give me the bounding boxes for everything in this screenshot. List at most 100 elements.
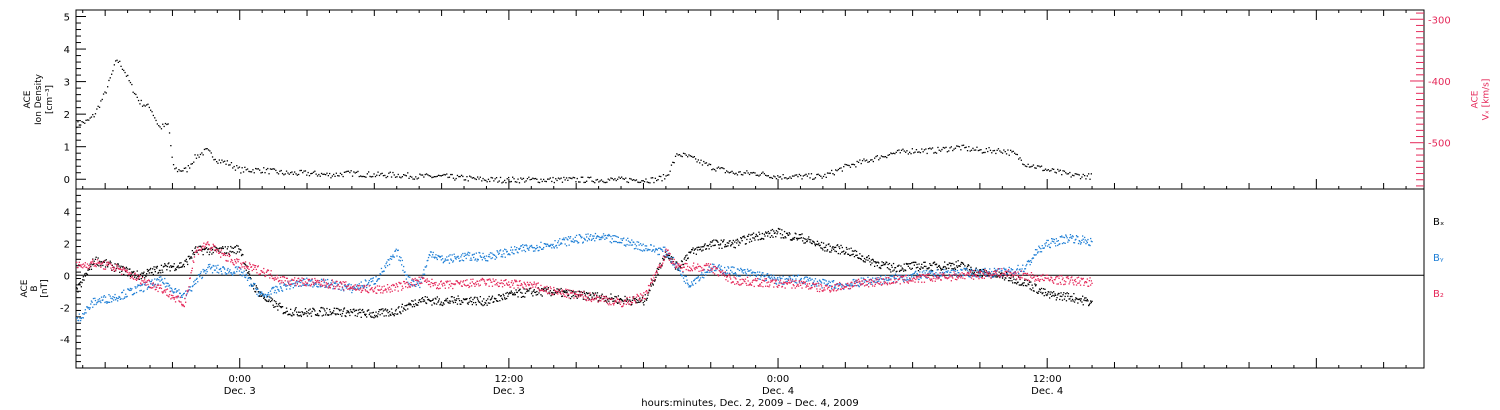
b-component-0-point [364, 314, 366, 317]
ion-density-point [757, 174, 759, 176]
b-component-0-point [351, 311, 354, 314]
b-component-0-point [335, 314, 337, 316]
b-component-0-point [966, 265, 969, 267]
b-component-0-point [1084, 299, 1086, 302]
b-component-0-point [184, 260, 186, 262]
b-component-0-point [831, 249, 833, 251]
b-component-0-point [835, 246, 837, 248]
b-component-1-point [1005, 268, 1007, 270]
b-component-0-point [463, 298, 465, 301]
b-component-1-point [764, 280, 766, 282]
b-component-0-point [562, 290, 564, 293]
b-component-1-point [950, 271, 952, 274]
b-component-0-point [600, 297, 602, 299]
ion-density-point [343, 171, 346, 173]
b-component-1-point [504, 248, 506, 250]
b-component-1-point [642, 243, 644, 245]
b-component-1-point [367, 283, 369, 285]
b-component-1-point [360, 286, 362, 288]
ion-density-point [770, 176, 772, 179]
b-component-1-point [474, 259, 476, 261]
b-component-0-point [664, 256, 666, 258]
b-component-0-point [457, 295, 459, 297]
b-component-1-point [311, 279, 313, 281]
b-component-0-point [960, 263, 962, 265]
b-component-1-point [561, 238, 564, 241]
ion-density-point [225, 163, 227, 165]
b-component-1-point [425, 266, 427, 268]
ion-density-point [183, 167, 185, 169]
b-component-0-point [190, 256, 192, 258]
b-component-1-point [1069, 237, 1071, 239]
b-component-1-point [933, 274, 935, 276]
b-component-1-point [102, 296, 105, 298]
b-component-2-point [81, 264, 83, 266]
b-component-0-point [946, 263, 948, 266]
b-component-0-point [917, 266, 919, 268]
b-component-0-point [315, 314, 317, 316]
b-component-1-point [862, 277, 864, 279]
b-component-2-point [114, 270, 116, 272]
b-component-0-point [1083, 299, 1085, 301]
b-component-1-point [407, 276, 409, 278]
b-component-2-point [121, 273, 123, 275]
b-component-0-point [390, 308, 393, 310]
b-component-0-point [812, 241, 815, 243]
b-component-0-point [113, 270, 115, 272]
b-component-1-point [815, 283, 817, 286]
b-component-0-point [1044, 288, 1046, 290]
ion-density-point [771, 177, 774, 179]
ion-density-point [194, 154, 196, 156]
b-component-1-point [654, 249, 656, 251]
b-component-0-point [353, 308, 355, 310]
b-component-1-point [681, 275, 683, 277]
b-component-1-point [109, 301, 111, 303]
ion-density-point [478, 178, 480, 180]
ion-density-point [373, 173, 375, 175]
b-component-1-point [88, 306, 90, 309]
b-component-2-point [189, 277, 191, 279]
ion-density-point [668, 174, 670, 176]
b-component-1-point [391, 256, 393, 258]
ion-density-point [214, 158, 216, 161]
b-component-0-point [506, 297, 508, 300]
b-component-1-point [206, 271, 208, 273]
ion-density-point [493, 180, 495, 182]
b-component-0-point [423, 299, 425, 301]
b-component-1-point [455, 258, 457, 260]
b-component-0-point [701, 250, 703, 252]
b-component-0-point [685, 259, 687, 261]
b-component-0-point [345, 315, 347, 318]
b-component-1-point [597, 235, 599, 238]
ion-density-point [692, 156, 694, 158]
b-component-1-point [569, 236, 572, 238]
b-component-1-point [457, 255, 459, 257]
ion-density-point [891, 153, 893, 155]
b-component-1-point [416, 281, 418, 283]
b-component-0-point [875, 262, 877, 264]
ion-density-point [129, 81, 132, 84]
b-component-0-point [381, 312, 383, 315]
b-component-0-point [703, 244, 706, 246]
b-component-0-point [401, 303, 403, 305]
ion-density-point [874, 157, 876, 159]
b-component-1-point [243, 270, 245, 272]
b-component-0-point [139, 273, 142, 275]
b-component-0-point [572, 294, 574, 297]
ion-density-point [135, 93, 137, 96]
b-component-0-point [524, 296, 526, 298]
ion-density-point [128, 80, 130, 82]
b-component-0-point [247, 272, 249, 274]
b-component-0-point [831, 247, 833, 249]
b-component-2-point [152, 282, 154, 284]
b-component-1-point [273, 286, 275, 288]
b-component-1-point [726, 269, 728, 271]
b-component-1-point [106, 302, 108, 304]
ion-density-point [537, 181, 539, 183]
ion-density-point [1066, 173, 1068, 175]
b-component-1-point [633, 241, 635, 243]
b-component-1-point [519, 247, 521, 249]
b-component-1-point [466, 253, 469, 255]
b-component-0-point [661, 265, 663, 267]
b-component-1-point [96, 302, 98, 304]
